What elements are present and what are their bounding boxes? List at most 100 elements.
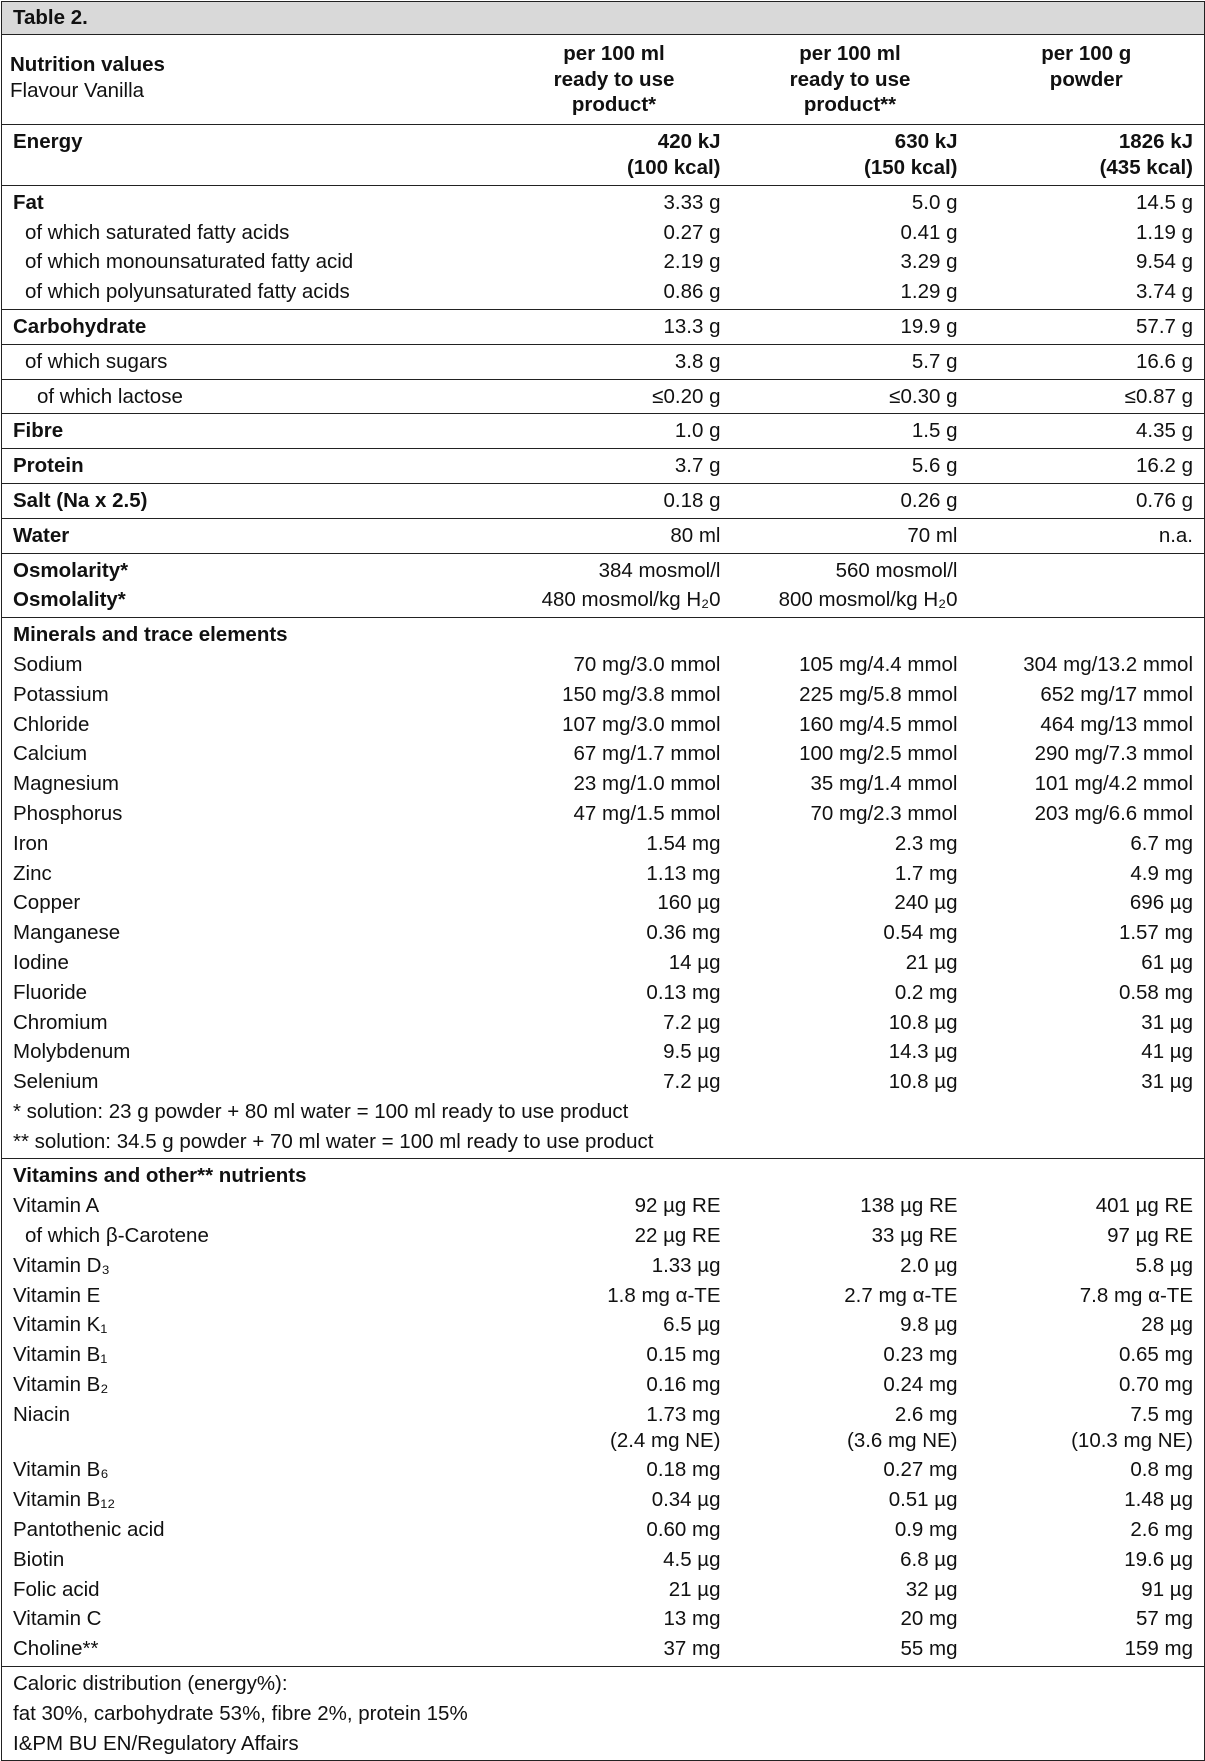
table-section: of which lactose ≤0.20 g ≤0.30 g ≤0.87 g [1, 379, 1205, 414]
row-label: Energy [13, 130, 83, 154]
row-label: Phosphorus [13, 801, 123, 825]
table-row: Folic acid 21 µg 32 µg 91 µg [2, 1575, 1205, 1605]
value-cell: 5.0 g [911, 190, 958, 214]
section-text: Vitamins and other** nutrients [13, 1164, 307, 1188]
table-row: Vitamin A 92 µg RE 138 µg RE 401 µg RE [2, 1191, 1205, 1221]
table-row: Vitamin D₃ 1.33 µg 2.0 µg 5.8 µg [2, 1251, 1205, 1281]
table-row: * solution: 23 g powder + 80 ml water = … [2, 1097, 1205, 1127]
row-label: Carbohydrate [13, 314, 147, 338]
value-cell: 107 mg/3.0 mmol [562, 712, 721, 736]
table-row: Calcium 67 mg/1.7 mmol 100 mg/2.5 mmol 290 … [2, 739, 1205, 769]
value-cell: 9.8 µg [900, 1313, 958, 1337]
value-cell: 6.8 µg [900, 1547, 958, 1571]
table-row: Vitamin B₁₂ 0.34 µg 0.51 µg 1.48 µg [2, 1485, 1205, 1515]
table-row: Energy 420 kJ (100 kcal) 630 kJ (150 kcal)… [2, 125, 1205, 186]
row-label: Biotin [13, 1547, 65, 1571]
value-cell: 14.3 µg [888, 1040, 958, 1064]
value-cell: 160 µg [657, 891, 721, 915]
column-header: per 100 ml ready to use product* [553, 41, 675, 117]
table-section: Fat 3.33 g 5.0 g 14.5 g of which saturated f… [1, 185, 1205, 310]
value-cell: 101 mg/4.2 mmol [1034, 772, 1194, 796]
value-cell: 100 mg/2.5 mmol [799, 742, 958, 766]
value-cell: ≤0.87 g [1124, 384, 1194, 408]
value-cell: 560 mosmol/l [835, 558, 958, 582]
value-cell: 464 mg/13 mmol [1040, 712, 1194, 736]
row-label: Niacin [13, 1402, 70, 1426]
value-cell: 0.60 mg [646, 1518, 721, 1542]
value-cell: 0.36 mg [646, 921, 721, 945]
value-cell: 4.5 µg [663, 1547, 721, 1571]
value-cell: 800 mosmol/kg H₂0 [778, 588, 958, 612]
value-cell: 9.5 µg [663, 1040, 721, 1064]
table-row: Protein 3.7 g 5.6 g 16.2 g [2, 449, 1205, 484]
table-row: ** solution: 34.5 g powder + 70 ml water… [2, 1127, 1205, 1159]
table-row: Iodine 14 µg 21 µg 61 µg [2, 948, 1205, 978]
value-cell: 0.76 g [1136, 488, 1194, 512]
value-cell: ≤0.20 g [652, 384, 721, 408]
table-row: fat 30%, carbohydrate 53%, fibre 2%, pro… [2, 1699, 1205, 1729]
table-row: Pantothenic acid 0.60 mg 0.9 mg 2.6 mg [2, 1515, 1205, 1545]
row-label: Vitamin K₁ [13, 1313, 108, 1337]
value-cell: 0.51 µg [888, 1488, 958, 1512]
value-cell: 0.9 mg [894, 1518, 958, 1542]
value-cell: 0.8 mg [1130, 1458, 1194, 1482]
value-cell: 80 ml [670, 523, 721, 547]
table-section: Water 80 ml 70 ml n.a. [1, 518, 1205, 554]
value-cell: 0.70 mg [1118, 1373, 1194, 1397]
table-row: Vitamin E 1.8 mg α-TE 2.7 mg α-TE 7.8 mg α-… [2, 1281, 1205, 1311]
row-label: of which lactose [37, 384, 183, 408]
table-section: Minerals and trace elements Sodium 70 mg/3… [1, 617, 1205, 1159]
row-label: Copper [13, 891, 81, 915]
row-label: Osmolarity* [13, 558, 129, 582]
row-label: of which β-Carotene [25, 1224, 209, 1248]
value-cell: 1.5 g [911, 419, 958, 443]
value-cell: 160 mg/4.5 mmol [799, 712, 958, 736]
value-cell: 1.29 g [900, 280, 958, 304]
row-label: Water [13, 523, 70, 547]
value-cell: 32 µg [905, 1577, 958, 1601]
row-label: Salt (Na x 2.5) [13, 488, 148, 512]
section-text: Caloric distribution (energy%): [13, 1672, 288, 1696]
table-row: Phosphorus 47 mg/1.5 mmol 70 mg/2.3 mmol 20… [2, 799, 1205, 829]
row-label: Zinc [13, 861, 52, 885]
value-cell: 2.6 mg (3.6 mg NE) [847, 1402, 958, 1452]
value-cell: 21 µg [905, 950, 958, 974]
value-cell: 1826 kJ (435 kcal) [1099, 130, 1194, 179]
table-row: Zinc 1.13 mg 1.7 mg 4.9 mg [2, 859, 1205, 889]
row-label: Vitamin D₃ [13, 1253, 110, 1277]
table-row: Osmolarity* 384 mosmol/l 560 mosmol/l [2, 553, 1205, 585]
table-row: of which monounsaturated fatty acid 2.19 … [2, 247, 1205, 277]
value-cell: 3.74 g [1136, 280, 1194, 304]
value-cell: 6.7 mg [1130, 831, 1194, 855]
row-label: Manganese [13, 921, 121, 945]
section-text: Minerals and trace elements [13, 623, 288, 647]
value-cell: 0.16 mg [646, 1373, 721, 1397]
row-label: Iodine [13, 950, 69, 974]
value-cell: 384 mosmol/l [598, 558, 721, 582]
row-label: Vitamin B₂ [13, 1373, 109, 1397]
table-row: Magnesium 23 mg/1.0 mmol 35 mg/1.4 mmol 101… [2, 769, 1205, 799]
value-cell: 28 µg [1141, 1313, 1194, 1337]
value-cell: 1.0 g [674, 419, 721, 443]
value-cell: 19.9 g [900, 314, 958, 338]
row-label: Osmolality* [13, 588, 126, 612]
value-cell: ≤0.30 g [889, 384, 958, 408]
table-row: Caloric distribution (energy%): [2, 1667, 1205, 1699]
value-cell: 401 µg RE [1095, 1194, 1194, 1218]
value-cell: 1.8 mg α-TE [607, 1283, 721, 1307]
table-row: Vitamin B₂ 0.16 mg 0.24 mg 0.70 mg [2, 1370, 1205, 1400]
value-cell: 480 mosmol/kg H₂0 [541, 588, 721, 612]
value-cell: 240 µg [894, 891, 958, 915]
value-cell: 10.8 µg [888, 1070, 958, 1094]
value-cell: 1.57 mg [1118, 921, 1194, 945]
value-cell: 13 mg [663, 1607, 721, 1631]
value-cell: 0.27 g [663, 220, 721, 244]
row-label: Calcium [13, 742, 88, 766]
row-label: Vitamin B₆ [13, 1458, 109, 1482]
table-row: Vitamins and other** nutrients [2, 1159, 1205, 1191]
table-row: Fluoride 0.13 mg 0.2 mg 0.58 mg [2, 978, 1205, 1008]
row-label: Molybdenum [13, 1040, 131, 1064]
value-cell: 20 mg [900, 1607, 958, 1631]
table-row: of which β-Carotene 22 µg RE 33 µg RE 97 µg… [2, 1221, 1205, 1251]
value-cell: 3.33 g [663, 190, 721, 214]
